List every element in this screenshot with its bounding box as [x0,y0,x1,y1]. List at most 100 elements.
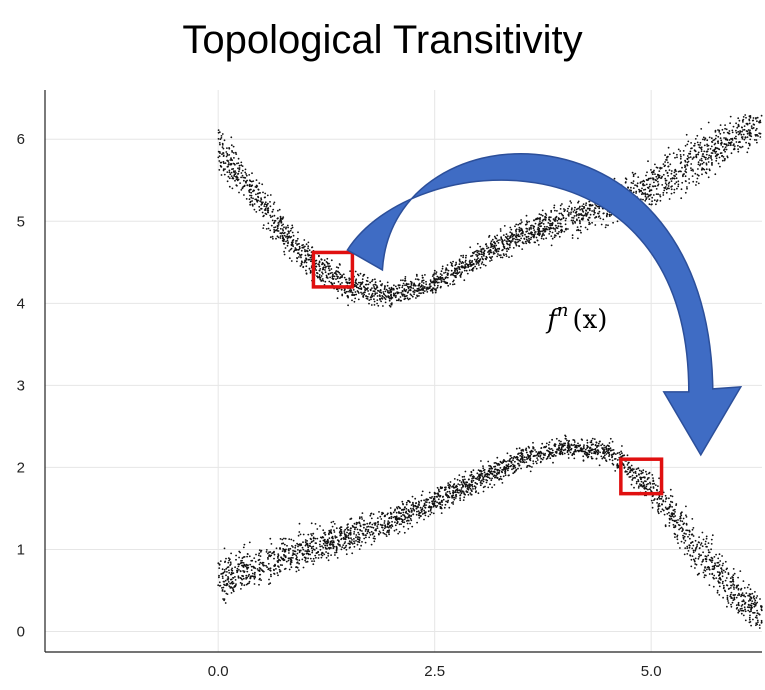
scatter-point [298,562,300,565]
scatter-point [383,515,386,518]
scatter-point [579,205,581,208]
scatter-point [489,477,491,480]
scatter-point [385,535,388,537]
scatter-point [711,141,714,144]
scatter-point [686,529,689,532]
scatter-point [248,179,251,182]
scatter-point [552,455,555,458]
scatter-point [250,569,253,571]
scatter-point [259,567,262,570]
scatter-point [566,439,568,442]
scatter-point [494,465,496,468]
scatter-point [369,534,372,536]
scatter-point [234,576,236,578]
scatter-point [449,492,452,495]
scatter-point [282,232,285,235]
scatter-point [361,278,364,281]
scatter-point [268,583,270,585]
scatter-point [219,560,222,562]
scatter-point [534,231,537,233]
scatter-point [516,238,519,241]
scatter-point [262,224,265,227]
scatter-point [314,554,317,557]
scatter-point [602,218,605,221]
scatter-point [548,451,551,453]
scatter-point [674,511,676,513]
scatter-point [657,180,659,183]
scatter-point [533,236,535,239]
scatter-point [727,144,730,147]
scatter-point [282,223,284,226]
scatter-point [515,468,518,471]
scatter-point [668,169,671,172]
scatter-point [260,198,263,201]
scatter-point [426,287,429,290]
scatter-point [290,559,293,562]
scatter-point [234,173,237,176]
scatter-point [512,467,515,470]
scatter-point [550,211,553,213]
scatter-point [262,215,265,218]
scatter-point [479,484,482,487]
scatter-point [305,258,308,261]
scatter-point [601,457,604,460]
scatter-point [308,254,311,257]
scatter-point [465,269,468,272]
scatter-point [717,580,720,582]
scatter-point [425,280,427,283]
scatter-point [477,469,480,471]
scatter-point [590,456,593,458]
scatter-point [405,512,408,514]
scatter-point [576,446,578,449]
scatter-point [688,544,691,547]
scatter-point [248,573,251,576]
scatter-point [612,449,615,451]
scatter-point [552,218,555,221]
scatter-point [472,479,475,482]
scatter-point [520,461,522,463]
scatter-point [489,260,491,262]
scatter-point [302,566,305,569]
scatter-point [692,544,695,547]
scatter-point [220,174,223,176]
scatter-point [487,460,490,463]
scatter-point [573,457,576,460]
scatter-point [415,502,417,505]
scatter-point [283,234,286,237]
scatter-point [511,468,513,471]
scatter-point [604,457,606,459]
scatter-point [237,576,240,579]
scatter-point [460,481,463,484]
scatter-point [358,517,361,520]
scatter-point [476,478,479,480]
scatter-point [481,261,484,264]
scatter-point [568,439,570,442]
scatter-point [675,181,678,184]
scatter-point [707,549,710,551]
scatter-point [714,173,717,176]
scatter-point [756,601,759,604]
scatter-point [648,488,651,490]
scatter-point [490,240,493,243]
scatter-point [559,222,562,225]
scatter-point [495,251,498,253]
scatter-point [465,263,468,265]
scatter-point [232,168,235,170]
scatter-point [406,519,409,522]
scatter-point [227,561,230,564]
scatter-point [696,141,699,144]
scatter-point [479,245,482,248]
scatter-point [395,515,398,518]
scatter-point [717,561,720,564]
scatter-point [236,569,238,572]
scatter-point [705,162,708,165]
scatter-point [423,518,425,521]
scatter-point [699,159,701,162]
scatter-point [517,223,520,226]
scatter-point [548,441,551,444]
scatter-point [277,557,279,559]
scatter-point [750,127,753,129]
scatter-point [312,557,315,560]
scatter-point [718,553,721,556]
scatter-point [745,592,748,594]
